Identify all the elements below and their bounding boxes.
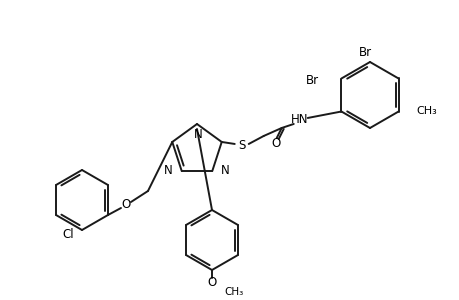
Text: O: O xyxy=(207,277,216,290)
Text: N: N xyxy=(163,164,172,176)
Text: S: S xyxy=(237,140,245,152)
Text: O: O xyxy=(121,199,130,212)
Text: O: O xyxy=(270,137,280,151)
Text: HN: HN xyxy=(291,113,308,127)
Text: Br: Br xyxy=(358,46,371,59)
Text: CH₃: CH₃ xyxy=(224,287,243,297)
Text: N: N xyxy=(193,128,202,140)
Text: Br: Br xyxy=(306,74,319,87)
Text: Cl: Cl xyxy=(62,229,73,242)
Text: N: N xyxy=(221,164,230,176)
Text: CH₃: CH₃ xyxy=(416,106,437,116)
